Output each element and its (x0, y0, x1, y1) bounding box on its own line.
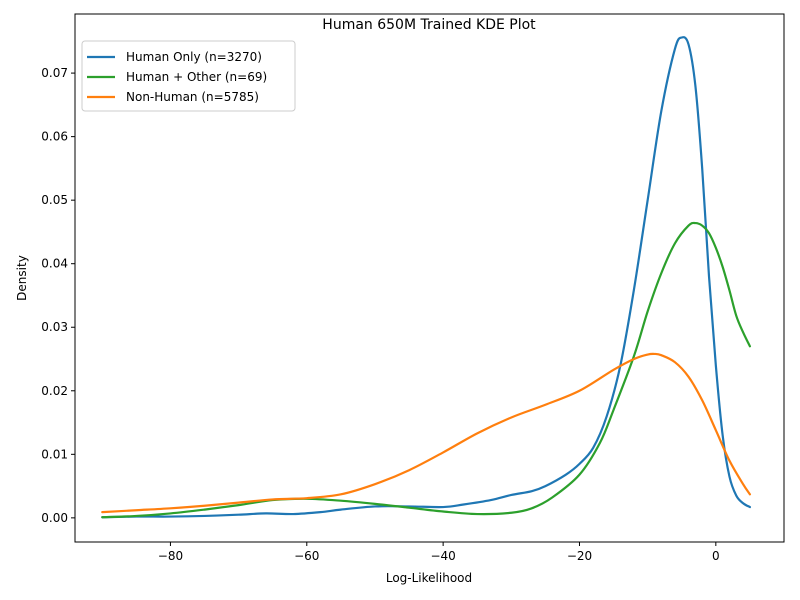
y-tick-label: 0.03 (41, 320, 68, 334)
plot-frame (74, 13, 785, 543)
y-tick-label: 0.04 (41, 257, 68, 271)
legend-frame (81, 40, 296, 112)
x-axis-label: Log-Likelihood (386, 571, 472, 585)
y-tick-label: 0.01 (41, 447, 68, 461)
series-line-3 (101, 352, 752, 514)
y-axis-label: Density (15, 255, 29, 301)
y-tick-label: 0.00 (41, 511, 68, 525)
series-line-1 (101, 36, 752, 519)
x-tick-label: −20 (567, 549, 592, 563)
legend-label-2: Human + Other (n=69) (126, 70, 267, 84)
legend: Human Only (n=3270) Human + Other (n=69) N… (81, 40, 296, 112)
y-tick-label: 0.02 (41, 384, 68, 398)
y-tick-label: 0.05 (41, 193, 68, 207)
x-tick-label: −60 (294, 549, 319, 563)
x-tick-label: −80 (158, 549, 183, 563)
chart-title: Human 650M Trained KDE Plot (322, 17, 536, 33)
y-axis: 0.00 0.01 0.02 0.03 0.04 0.05 0.06 0.07 (41, 66, 75, 525)
x-tick-label: −40 (430, 549, 455, 563)
y-tick-label: 0.07 (41, 66, 68, 80)
y-tick-label: 0.06 (41, 130, 68, 144)
series-layer (101, 36, 752, 519)
x-axis: −80 −60 −40 −20 0 (158, 542, 720, 563)
legend-label-3: Non-Human (n=5785) (126, 90, 259, 104)
legend-label-1: Human Only (n=3270) (126, 50, 262, 64)
x-tick-label: 0 (712, 549, 720, 563)
